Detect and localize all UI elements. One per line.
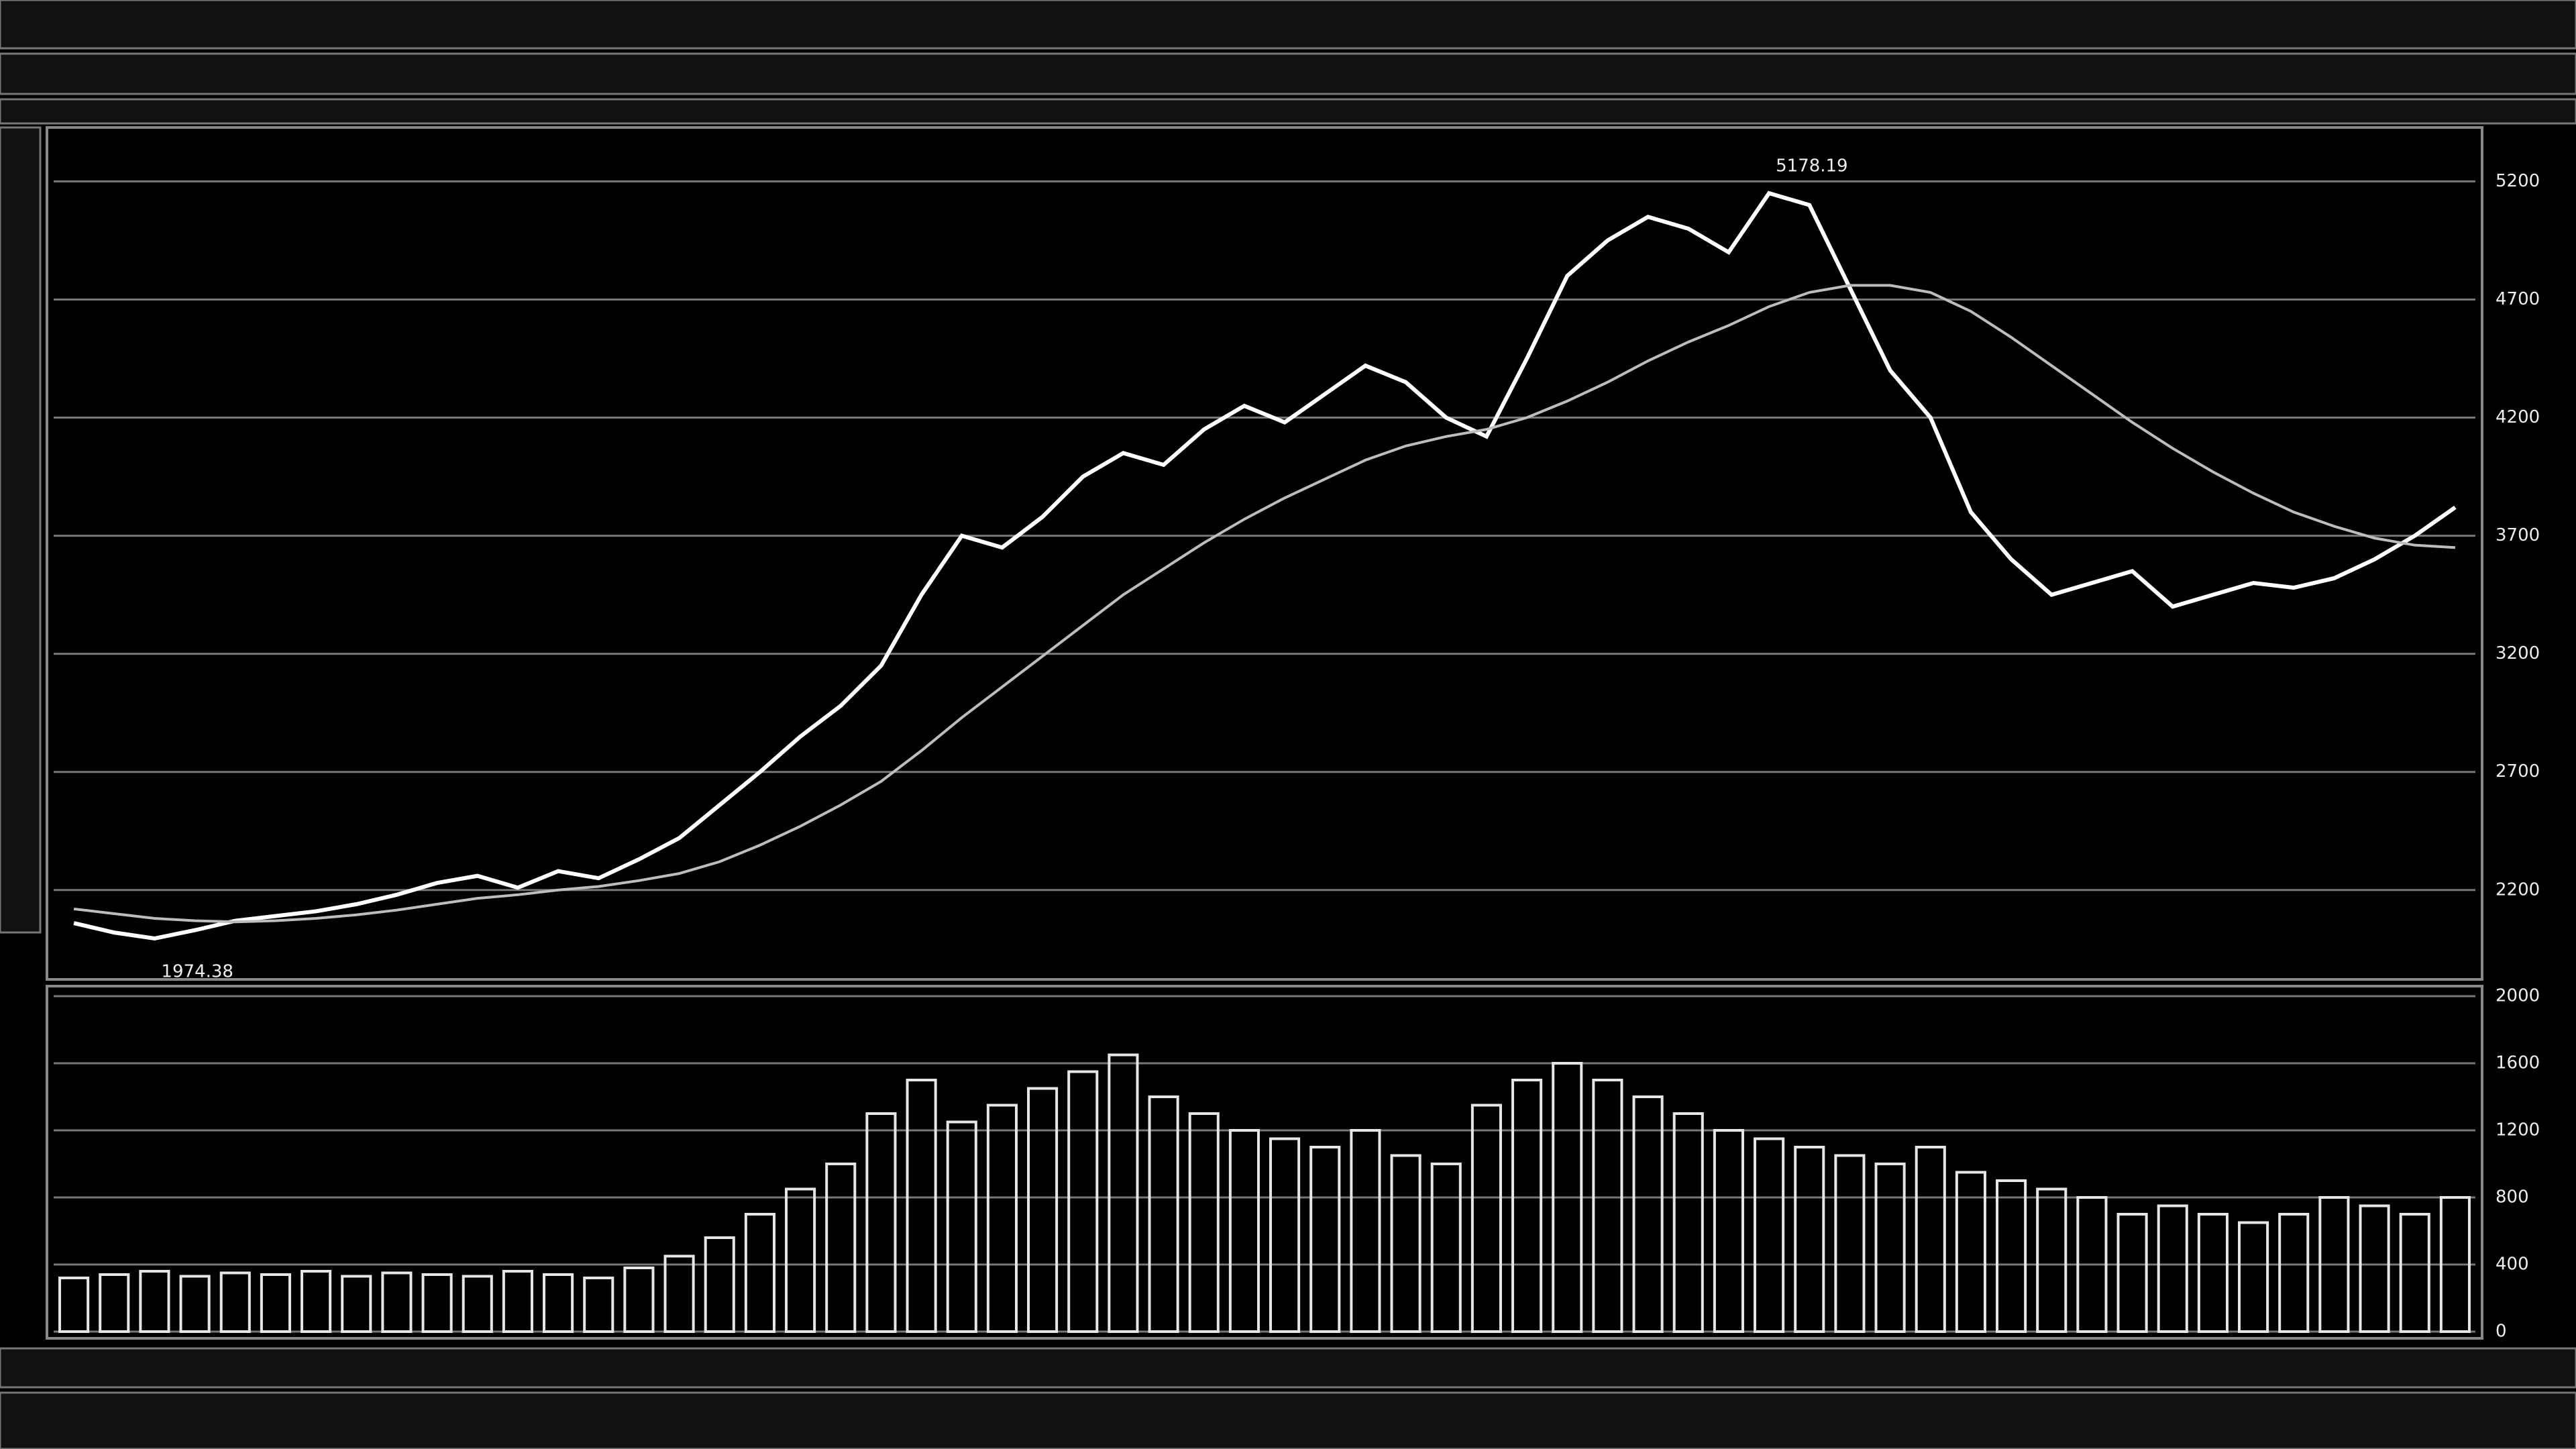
y-tick-label: 2200 <box>2496 879 2540 900</box>
volume-bar <box>825 1163 857 1333</box>
volume-bar <box>2116 1213 2148 1333</box>
volume-bar <box>1027 1087 1059 1333</box>
volume-bar <box>2036 1187 2068 1333</box>
volume-bar <box>1188 1112 1220 1333</box>
volume-bar <box>1632 1095 1664 1333</box>
volume-bar <box>260 1273 291 1333</box>
volume-bar <box>1713 1129 1744 1333</box>
volume-bar <box>381 1271 413 1333</box>
volume-bar <box>219 1271 251 1333</box>
volume-bar <box>1794 1146 1825 1333</box>
volume-bar <box>906 1079 937 1333</box>
volume-bar <box>99 1273 130 1333</box>
volume-bar <box>2197 1213 2229 1333</box>
volume-panel <box>46 985 2483 1340</box>
menu-bar <box>0 0 2576 50</box>
price-line <box>73 284 2456 924</box>
low-label: 1974.38 <box>161 961 233 981</box>
volume-bar <box>663 1254 695 1333</box>
volume-bar <box>1430 1163 1462 1333</box>
peak-label: 5178.19 <box>1776 156 1848 176</box>
volume-bar <box>1350 1129 1381 1333</box>
volume-bar <box>58 1277 90 1333</box>
volume-bar <box>139 1270 170 1333</box>
volume-bar <box>341 1275 372 1333</box>
y-tick-label: 1200 <box>2496 1120 2540 1140</box>
y-tick-label: 5200 <box>2496 171 2540 191</box>
volume-bar <box>1552 1062 1583 1333</box>
y-tick-label: 400 <box>2496 1254 2529 1275</box>
volume-bar <box>2278 1213 2310 1333</box>
volume-bar <box>2399 1213 2430 1333</box>
side-tabs <box>0 126 42 934</box>
volume-bar <box>1470 1104 1502 1333</box>
volume-bar <box>1309 1146 1341 1333</box>
volume-bar <box>2439 1196 2471 1333</box>
volume-bar <box>785 1187 816 1333</box>
bottom-tabs <box>0 1347 2576 1389</box>
volume-bar <box>1915 1146 1946 1333</box>
volume-bar <box>583 1277 614 1333</box>
volume-bar <box>1511 1079 1543 1333</box>
volume-bar <box>1754 1137 1785 1333</box>
volume-bar <box>1108 1053 1139 1333</box>
volume-bar <box>462 1275 493 1333</box>
volume-bar <box>623 1267 655 1333</box>
price-line <box>73 191 2457 941</box>
volume-bar <box>179 1275 211 1333</box>
volume-bar <box>1874 1163 1906 1333</box>
volume-bar <box>1592 1079 1623 1333</box>
y-tick-label: 1600 <box>2496 1053 2540 1073</box>
volume-bar <box>1269 1137 1301 1333</box>
volume-bar <box>1390 1154 1421 1333</box>
volume-bar <box>301 1270 332 1333</box>
y-tick-label: 0 <box>2496 1322 2507 1342</box>
y-tick-label: 4200 <box>2496 407 2540 427</box>
volume-bar <box>421 1273 453 1333</box>
price-panel <box>46 126 2483 981</box>
volume-bar <box>946 1120 977 1333</box>
volume-bar <box>2318 1196 2350 1333</box>
y-tick-label: 2000 <box>2496 986 2540 1006</box>
volume-bar <box>865 1112 897 1333</box>
volume-bar <box>2359 1204 2390 1333</box>
y-tick-label: 3200 <box>2496 643 2540 663</box>
toolbar <box>0 52 2576 95</box>
volume-bar <box>744 1213 775 1333</box>
volume-bar <box>502 1270 533 1333</box>
volume-bar <box>1672 1112 1704 1333</box>
y-tick-label: 2700 <box>2496 761 2540 782</box>
volume-bar <box>543 1273 574 1333</box>
volume-bar <box>1067 1070 1099 1333</box>
y-tick-label: 3700 <box>2496 525 2540 545</box>
y-tick-label: 4700 <box>2496 289 2540 309</box>
volume-bar <box>1955 1171 1986 1333</box>
info-bar <box>0 98 2576 125</box>
y-tick-label: 800 <box>2496 1187 2529 1208</box>
volume-bar <box>2076 1196 2108 1333</box>
volume-bar <box>2157 1204 2188 1333</box>
status-bar <box>0 1391 2576 1449</box>
volume-bar <box>986 1104 1018 1333</box>
volume-bar <box>1996 1179 2027 1333</box>
volume-bar <box>1834 1154 1866 1333</box>
volume-bar <box>1228 1129 1260 1333</box>
volume-bar <box>704 1236 735 1333</box>
volume-bar <box>1148 1095 1179 1333</box>
volume-bar <box>2238 1221 2269 1333</box>
